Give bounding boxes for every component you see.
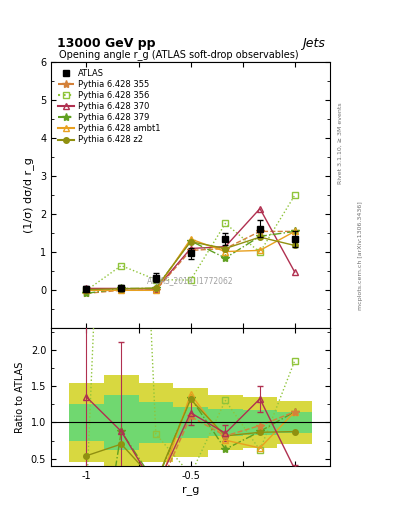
Text: mcplots.cern.ch [arXiv:1306.3436]: mcplots.cern.ch [arXiv:1306.3436] (358, 202, 363, 310)
Pythia 6.428 379 (292, 228, 297, 234)
Pythia 6.428 379 (257, 233, 262, 240)
Pythia 6.428 370 (154, 286, 158, 292)
Line: Pythia 6.428 355: Pythia 6.428 355 (82, 227, 299, 297)
Pythia 6.428 ambt1 (257, 247, 262, 253)
Pythia 6.428 z2 (119, 286, 124, 292)
Pythia 6.428 356 (84, 287, 89, 293)
Pythia 6.428 z2 (257, 234, 262, 240)
Pythia 6.428 ambt1 (223, 248, 228, 254)
Pythia 6.428 379 (84, 290, 89, 296)
X-axis label: r_g: r_g (182, 486, 199, 496)
Pythia 6.428 379 (119, 285, 124, 291)
Pythia 6.428 z2 (188, 239, 193, 245)
Pythia 6.428 356 (257, 249, 262, 255)
Line: Pythia 6.428 356: Pythia 6.428 356 (84, 193, 298, 293)
Pythia 6.428 ambt1 (154, 287, 158, 293)
Pythia 6.428 355 (292, 228, 297, 234)
Pythia 6.428 355 (223, 245, 228, 251)
Text: Rivet 3.1.10, ≥ 3M events: Rivet 3.1.10, ≥ 3M events (338, 102, 343, 184)
Pythia 6.428 355 (119, 287, 124, 293)
Pythia 6.428 ambt1 (119, 287, 124, 293)
Pythia 6.428 355 (257, 228, 262, 234)
Pythia 6.428 356 (154, 276, 158, 283)
Y-axis label: (1/σ) dσ/d r_g: (1/σ) dσ/d r_g (24, 157, 35, 233)
Pythia 6.428 z2 (292, 242, 297, 248)
Pythia 6.428 ambt1 (188, 236, 193, 242)
Pythia 6.428 370 (257, 205, 262, 211)
Pythia 6.428 355 (84, 290, 89, 296)
Pythia 6.428 356 (119, 263, 124, 269)
Pythia 6.428 356 (223, 220, 228, 226)
Pythia 6.428 ambt1 (292, 228, 297, 234)
Y-axis label: Ratio to ATLAS: Ratio to ATLAS (15, 361, 25, 433)
Pythia 6.428 370 (84, 285, 89, 291)
Legend: ATLAS, Pythia 6.428 355, Pythia 6.428 356, Pythia 6.428 370, Pythia 6.428 379, P: ATLAS, Pythia 6.428 355, Pythia 6.428 35… (55, 67, 163, 147)
Pythia 6.428 ambt1 (84, 287, 89, 293)
Pythia 6.428 370 (292, 269, 297, 275)
Pythia 6.428 370 (223, 244, 228, 250)
Line: Pythia 6.428 ambt1: Pythia 6.428 ambt1 (83, 228, 298, 294)
Text: ATLAS_2019_I1772062: ATLAS_2019_I1772062 (147, 276, 234, 285)
Pythia 6.428 355 (188, 247, 193, 253)
Text: 13000 GeV pp: 13000 GeV pp (57, 37, 155, 51)
Pythia 6.428 379 (154, 285, 158, 291)
Line: Pythia 6.428 370: Pythia 6.428 370 (83, 205, 298, 293)
Pythia 6.428 356 (188, 277, 193, 283)
Line: Pythia 6.428 z2: Pythia 6.428 z2 (84, 234, 298, 292)
Pythia 6.428 379 (223, 255, 228, 261)
Pythia 6.428 379 (188, 238, 193, 244)
Pythia 6.428 z2 (84, 287, 89, 293)
Pythia 6.428 356 (292, 192, 297, 198)
Pythia 6.428 355 (154, 287, 158, 293)
Pythia 6.428 z2 (154, 285, 158, 291)
Text: Jets: Jets (302, 37, 325, 51)
Text: Opening angle r_g (ATLAS soft-drop observables): Opening angle r_g (ATLAS soft-drop obser… (59, 49, 299, 59)
Line: Pythia 6.428 379: Pythia 6.428 379 (82, 227, 299, 297)
Pythia 6.428 z2 (223, 245, 228, 251)
Pythia 6.428 370 (188, 245, 193, 251)
Pythia 6.428 370 (119, 285, 124, 291)
